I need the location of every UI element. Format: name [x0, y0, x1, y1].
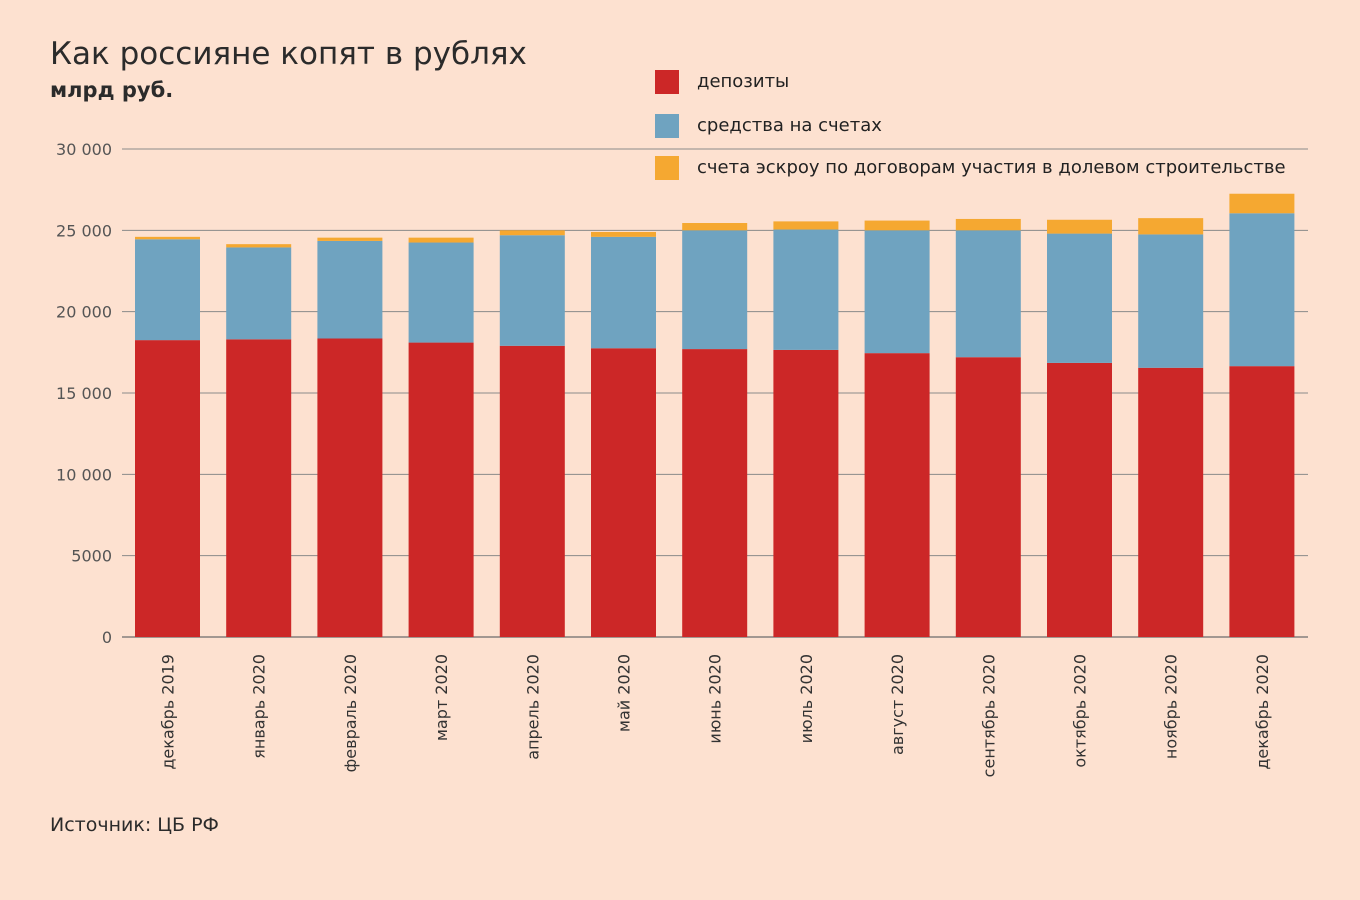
x-tick-label: декабрь 2019 [159, 654, 178, 770]
chart-title: Как россияне копят в рублях [50, 36, 527, 72]
bar-segment-accounts [1138, 234, 1204, 368]
bar-segment-accounts [1229, 213, 1295, 367]
bar-segment-accounts [1047, 233, 1112, 363]
bar-segment-deposits [591, 348, 656, 637]
x-tick-label: июль 2020 [797, 654, 816, 743]
bar-segment-accounts [591, 236, 656, 349]
y-tick-label: 15 000 [56, 384, 112, 403]
bar-segment-accounts [682, 230, 748, 350]
bar-segment-deposits [864, 353, 930, 637]
legend-swatch-escrow [655, 156, 679, 180]
x-tick-label: январь 2020 [250, 654, 269, 759]
bar-segment-escrow [591, 231, 656, 237]
x-tick-label: март 2020 [432, 654, 451, 741]
bar-segment-escrow [1047, 219, 1112, 234]
bar-segment-escrow [682, 223, 748, 231]
y-tick-label: 30 000 [56, 140, 112, 159]
bar-segment-escrow [408, 237, 474, 243]
bar-segment-accounts [135, 239, 200, 341]
bar-segment-deposits [408, 342, 474, 637]
bar-segment-deposits [1229, 366, 1295, 637]
chart-unit-label: млрд руб. [50, 78, 174, 102]
x-tick-label: октябрь 2020 [1071, 654, 1090, 768]
x-tick-label: август 2020 [888, 654, 907, 755]
bar-segment-deposits [499, 345, 565, 637]
bar-segment-escrow [864, 220, 930, 231]
bar-segment-escrow [317, 237, 383, 241]
bar-segment-accounts [408, 242, 474, 343]
x-tick-label: ноябрь 2020 [1162, 654, 1181, 759]
x-tick-label: февраль 2020 [341, 654, 360, 772]
bar-segment-deposits [1138, 367, 1204, 637]
y-tick-label: 5000 [71, 547, 112, 566]
bar-segment-deposits [317, 338, 383, 637]
legend-label-escrow: счета эскроу по договорам участия в доле… [697, 157, 1286, 178]
bar-segment-deposits [1047, 362, 1112, 637]
bar-segment-deposits [955, 357, 1021, 637]
bar-segment-escrow [773, 221, 839, 230]
x-tick-label: сентябрь 2020 [979, 654, 998, 777]
x-tick-label: июнь 2020 [706, 654, 725, 744]
x-tick-label: декабрь 2020 [1253, 654, 1272, 770]
bar-segment-accounts [499, 235, 565, 346]
legend-label-deposits: депозиты [697, 71, 790, 92]
y-tick-label: 25 000 [56, 221, 112, 240]
legend-swatch-accounts [655, 114, 679, 138]
bar-segment-deposits [226, 339, 292, 637]
bar-segment-accounts [864, 230, 930, 354]
bar-segment-deposits [773, 349, 839, 637]
y-tick-label: 20 000 [56, 303, 112, 322]
bar-segment-accounts [317, 240, 383, 339]
legend-swatch-deposits [655, 70, 679, 94]
y-tick-label: 10 000 [56, 465, 112, 484]
bar-segment-escrow [226, 244, 292, 248]
bar-segment-accounts [955, 230, 1021, 358]
x-tick-label: апрель 2020 [523, 654, 542, 760]
bar-segment-deposits [682, 349, 748, 637]
bar-segment-deposits [135, 340, 200, 637]
legend-label-accounts: средства на счетах [697, 115, 882, 136]
bar-segment-escrow [955, 218, 1021, 231]
y-tick-label: 0 [102, 628, 112, 647]
bar-segment-escrow [499, 230, 565, 236]
bar-segment-accounts [773, 229, 839, 350]
bar-segment-escrow [135, 236, 200, 240]
bar-segment-escrow [1229, 193, 1295, 214]
x-tick-label: май 2020 [615, 654, 634, 732]
source-note: Источник: ЦБ РФ [50, 814, 219, 836]
bar-segment-escrow [1138, 218, 1204, 235]
bar-segment-accounts [226, 247, 292, 340]
